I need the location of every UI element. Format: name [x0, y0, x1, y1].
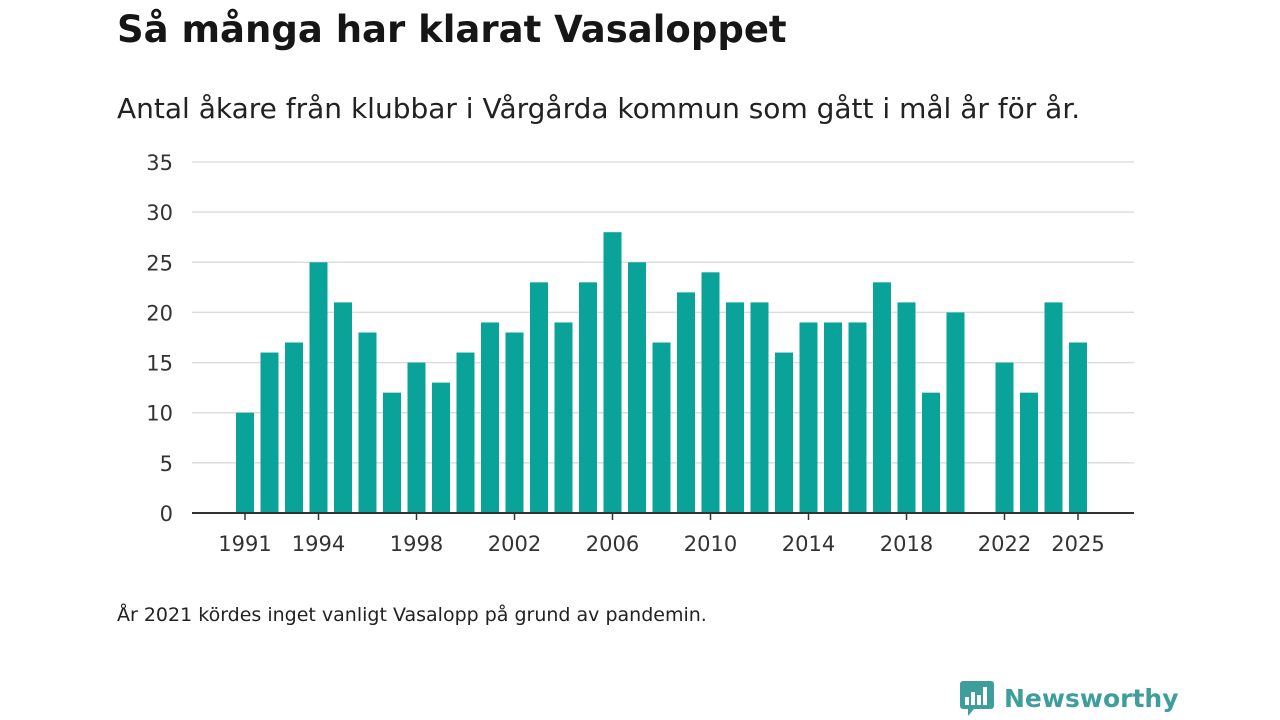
bar-2020 — [946, 312, 965, 513]
bars — [236, 232, 1087, 513]
bar-2007 — [628, 262, 646, 513]
x-tick-label: 1998 — [390, 532, 443, 556]
bar-2002 — [505, 332, 524, 513]
bar-2010 — [701, 272, 720, 513]
bar-2012 — [750, 302, 769, 513]
y-tick-label: 20 — [146, 301, 173, 325]
bar-2009 — [677, 292, 695, 513]
bar-2014 — [799, 322, 818, 513]
brand-name: Newsworthy — [1004, 683, 1179, 713]
bar-1996 — [358, 332, 377, 513]
bar-2006 — [603, 232, 622, 513]
bar-2005 — [579, 282, 597, 513]
chart-subtitle: Antal åkare från klubbar i Vårgårda komm… — [117, 92, 1081, 125]
chart-title: Så många har klarat Vasaloppet — [117, 8, 787, 51]
y-tick-label: 35 — [146, 151, 173, 175]
bar-2004 — [554, 322, 573, 513]
bar-1995 — [334, 302, 352, 513]
y-tick-label: 25 — [146, 251, 173, 275]
bar-1999 — [432, 382, 450, 513]
x-tick-label: 2014 — [782, 532, 835, 556]
x-axis-ticks: 1991 1994 1998 2002 2006 2010 2014 2018 2022 2025 — [218, 513, 1105, 556]
footnote: År 2021 kördes inget vanligt Vasalopp på… — [117, 604, 707, 626]
bar-2011 — [726, 302, 744, 513]
y-tick-label: 10 — [146, 402, 173, 426]
x-tick-label: 2002 — [488, 532, 541, 556]
bar-2003 — [530, 282, 548, 513]
x-tick-label: 2018 — [880, 532, 933, 556]
bar-2001 — [481, 322, 499, 513]
bar-chart-speech-bubble-icon — [960, 681, 994, 716]
x-tick-label: 2022 — [978, 532, 1031, 556]
x-tick-label: 2010 — [684, 532, 737, 556]
y-tick-label: 0 — [160, 502, 173, 526]
bar-2018 — [897, 302, 916, 513]
bar-1993 — [285, 342, 303, 513]
bar-2025 — [1069, 342, 1087, 513]
bar-2016 — [848, 322, 867, 513]
y-tick-label: 5 — [160, 452, 173, 476]
bar-2013 — [775, 352, 793, 513]
bar-2023 — [1020, 392, 1038, 513]
x-tick-label: 2006 — [586, 532, 639, 556]
bar-1997 — [383, 392, 401, 513]
bar-1994 — [309, 262, 328, 513]
x-tick-label: 2025 — [1051, 532, 1104, 556]
bar-2019 — [922, 392, 940, 513]
bar-1998 — [407, 362, 426, 513]
bar-1991 — [236, 412, 254, 513]
bar-2017 — [873, 282, 891, 513]
bar-2000 — [456, 352, 475, 513]
bar-2008 — [652, 342, 671, 513]
y-axis-ticks: 0 5 10 15 20 25 30 35 — [146, 151, 173, 526]
y-tick-label: 15 — [146, 352, 173, 376]
bar-2015 — [824, 322, 842, 513]
newsworthy-logo: Newsworthy — [960, 680, 1179, 716]
y-tick-label: 30 — [146, 201, 173, 225]
bar-1992 — [260, 352, 279, 513]
x-tick-label: 1991 — [218, 532, 271, 556]
x-tick-label: 1994 — [292, 532, 345, 556]
bar-2022 — [995, 362, 1014, 513]
bar-2024 — [1044, 302, 1063, 513]
